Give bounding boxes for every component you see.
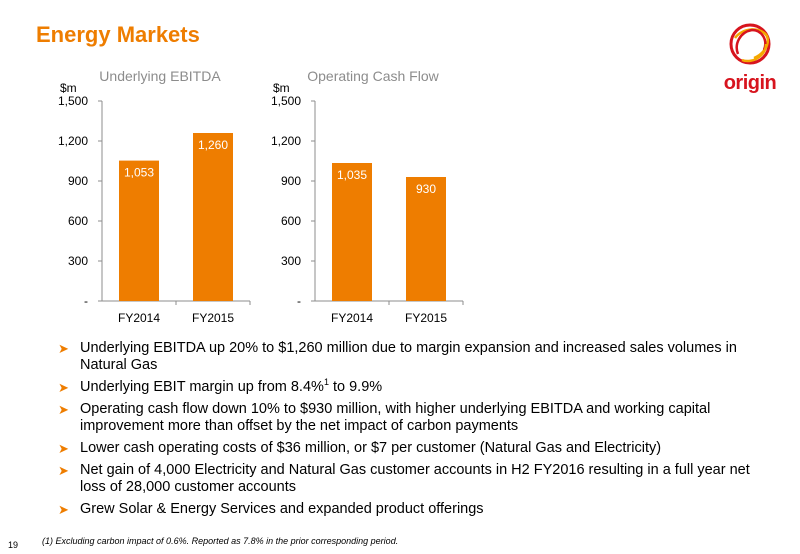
x-tick-label: FY2015 — [405, 311, 447, 325]
arrow-bullet-icon: ➤ — [58, 441, 69, 456]
chart-title: Underlying EBITDA — [99, 68, 221, 84]
origin-logo: origin — [718, 20, 782, 100]
arrow-bullet-icon: ➤ — [58, 402, 69, 417]
bullet-item: ➤ Net gain of 4,000 Electricity and Natur… — [58, 462, 758, 496]
footnote: (1) Excluding carbon impact of 0.6%. Rep… — [42, 536, 399, 546]
y-tick-label: 900 — [281, 174, 301, 188]
x-tick-label: FY2014 — [118, 311, 160, 325]
bullet-text: Operating cash flow down 10% to $930 mil… — [80, 401, 711, 434]
bar-data-label: 1,260 — [198, 138, 228, 152]
slide-title: Energy Markets — [36, 22, 200, 47]
y-axis-unit-label: $m — [273, 81, 290, 95]
arrow-bullet-icon: ➤ — [58, 341, 69, 356]
bar-fy2015 — [406, 177, 446, 301]
y-tick-label: 1,200 — [58, 134, 88, 148]
bar-chart-svg: Operating Cash Flow $m - 300 600 900 1,200 1,50… — [271, 68, 464, 325]
footnote-marker: 1 — [323, 377, 329, 388]
chart-operating-cash-flow: Operating Cash Flow $m - 300 600 900 1,200 1,50… — [263, 62, 493, 332]
page-number: 19 — [8, 540, 19, 550]
bullet-item: ➤ Grew Solar & Energy Services and expand… — [58, 501, 758, 518]
bar-fy2014 — [119, 160, 159, 301]
bar-data-label: 1,053 — [124, 166, 154, 180]
y-tick-label: 600 — [281, 214, 301, 228]
arrow-bullet-icon: ➤ — [58, 463, 69, 478]
y-tick-label: 900 — [68, 174, 88, 188]
x-tick-label: FY2014 — [331, 311, 373, 325]
bar-fy2014 — [332, 163, 372, 301]
bullet-text-continued: to 9.9% — [328, 379, 383, 395]
arrow-bullet-icon: ➤ — [58, 380, 69, 395]
bullet-text: Net gain of 4,000 Electricity and Natura… — [80, 462, 750, 495]
bar-data-label: 1,035 — [337, 168, 367, 182]
y-tick-label: 600 — [68, 214, 88, 228]
y-tick-label: - — [84, 294, 88, 308]
y-tick-label: 1,500 — [58, 94, 88, 108]
bullet-text: Underlying EBIT margin up from 8.4% — [80, 379, 324, 395]
bar-data-label: 930 — [416, 182, 436, 196]
bullet-text: Grew Solar & Energy Services and expande… — [80, 501, 484, 517]
x-tick-label: FY2015 — [192, 311, 234, 325]
bullet-list: ➤ Underlying EBITDA up 20% to $1,260 mill… — [58, 340, 758, 523]
bullet-item: ➤ Operating cash flow down 10% to $930 mi… — [58, 401, 758, 435]
bar-fy2015 — [193, 133, 233, 301]
bullet-item: ➤ Underlying EBIT margin up from 8.4%1 to… — [58, 377, 758, 396]
chart-title: Operating Cash Flow — [307, 68, 439, 84]
y-tick-label: - — [297, 294, 301, 308]
origin-logo-mark-icon — [729, 23, 771, 65]
y-tick-label: 300 — [68, 254, 88, 268]
bullet-item: ➤ Underlying EBITDA up 20% to $1,260 mill… — [58, 340, 758, 374]
bar-chart-svg: Underlying EBITDA $m - 300 600 900 1,200 1,500 1… — [58, 68, 251, 325]
y-tick-label: 1,500 — [271, 94, 301, 108]
y-axis-unit-label: $m — [60, 81, 77, 95]
bullet-text: Lower cash operating costs of $36 millio… — [80, 440, 662, 456]
y-tick-label: 1,200 — [271, 134, 301, 148]
bullet-item: ➤ Lower cash operating costs of $36 milli… — [58, 440, 758, 457]
origin-logo-wordmark: origin — [723, 72, 777, 94]
arrow-bullet-icon: ➤ — [58, 502, 69, 517]
y-tick-label: 300 — [281, 254, 301, 268]
bullet-text: Underlying EBITDA up 20% to $1,260 milli… — [80, 340, 737, 373]
chart-underlying-ebitda: Underlying EBITDA $m - 300 600 900 1,200 1,500 1… — [50, 62, 280, 332]
